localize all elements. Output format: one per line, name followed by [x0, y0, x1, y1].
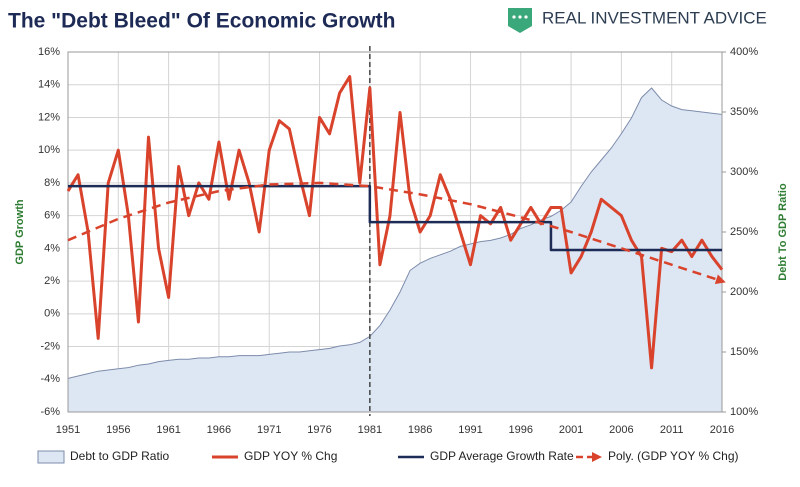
y-tick-label: 0% — [44, 308, 60, 320]
y2-tick-label: 250% — [730, 226, 758, 238]
y2-tick-label: 200% — [730, 286, 758, 298]
y-axis-title: GDP Growth — [14, 199, 26, 264]
y-tick-label: 2% — [44, 275, 60, 287]
y-tick-label: -4% — [40, 373, 60, 385]
x-tick-label: 1996 — [509, 424, 533, 436]
x-tick-label: 2011 — [660, 424, 684, 436]
y-tick-label: -6% — [40, 406, 60, 418]
y-tick-label: 4% — [44, 242, 60, 254]
x-tick-label: 2006 — [609, 424, 633, 436]
y2-tick-label: 150% — [730, 346, 758, 358]
y-tick-label: 8% — [44, 177, 60, 189]
y-tick-label: 10% — [38, 144, 60, 156]
plot-frame — [67, 51, 723, 413]
x-tick-label: 1951 — [56, 424, 80, 436]
y2-tick-label: 300% — [730, 166, 758, 178]
legend-swatch — [37, 450, 65, 464]
brand-name: REAL INVESTMENT ADVICE — [542, 8, 767, 27]
x-tick-label: 1971 — [257, 424, 281, 436]
y2-tick-label: 100% — [730, 406, 758, 418]
legend-label: Debt to GDP Ratio — [70, 449, 169, 463]
y-tick-label: 16% — [38, 46, 60, 58]
y-tick-label: 14% — [38, 79, 60, 91]
legend-label: Poly. (GDP YOY % Chg) — [608, 449, 739, 463]
legend-label: GDP Average Growth Rate — [430, 449, 574, 463]
x-tick-label: 1976 — [307, 424, 331, 436]
x-tick-label: 1956 — [106, 424, 130, 436]
y2-tick-label: 400% — [730, 46, 758, 58]
legend-label: GDP YOY % Chg — [244, 449, 337, 463]
y-tick-label: 12% — [38, 111, 60, 123]
x-tick-label: 1961 — [156, 424, 180, 436]
x-tick-label: 1981 — [358, 424, 382, 436]
debt-area — [67, 87, 723, 413]
y2-axis-title: Debt To GDP Ratio — [777, 183, 789, 281]
trend-line — [67, 181, 726, 284]
series-line — [66, 75, 724, 370]
x-tick-label: 1966 — [207, 424, 231, 436]
y2-tick-label: 350% — [730, 106, 758, 118]
x-tick-label: 2001 — [559, 424, 583, 436]
x-tick-label: 1991 — [458, 424, 482, 436]
series-line — [68, 184, 722, 252]
y-tick-label: -2% — [40, 340, 60, 352]
chart-title: The "Debt Bleed" Of Economic Growth — [8, 10, 395, 33]
x-tick-label: 1986 — [408, 424, 432, 436]
brand-logo — [508, 8, 532, 33]
x-tick-label: 2016 — [710, 424, 734, 436]
y-tick-label: 6% — [44, 210, 60, 222]
